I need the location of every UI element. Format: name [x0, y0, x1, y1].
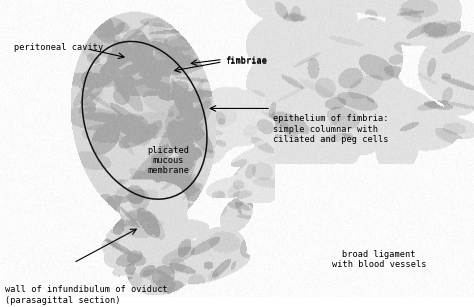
Text: wall of infundibulum of oviduct
(parasagittal section): wall of infundibulum of oviduct (parasag… — [5, 285, 167, 305]
Text: fimbriae: fimbriae — [225, 56, 267, 65]
Text: fimbriae: fimbriae — [225, 57, 267, 66]
Text: plicated
mucous
membrane: plicated mucous membrane — [147, 146, 189, 175]
Text: peritoneal cavity: peritoneal cavity — [14, 43, 103, 52]
Text: broad ligament
with blood vessels: broad ligament with blood vessels — [332, 250, 427, 269]
Text: epithelium of fimbria:
simple columnar with
ciliated and peg cells: epithelium of fimbria: simple columnar w… — [273, 115, 388, 144]
